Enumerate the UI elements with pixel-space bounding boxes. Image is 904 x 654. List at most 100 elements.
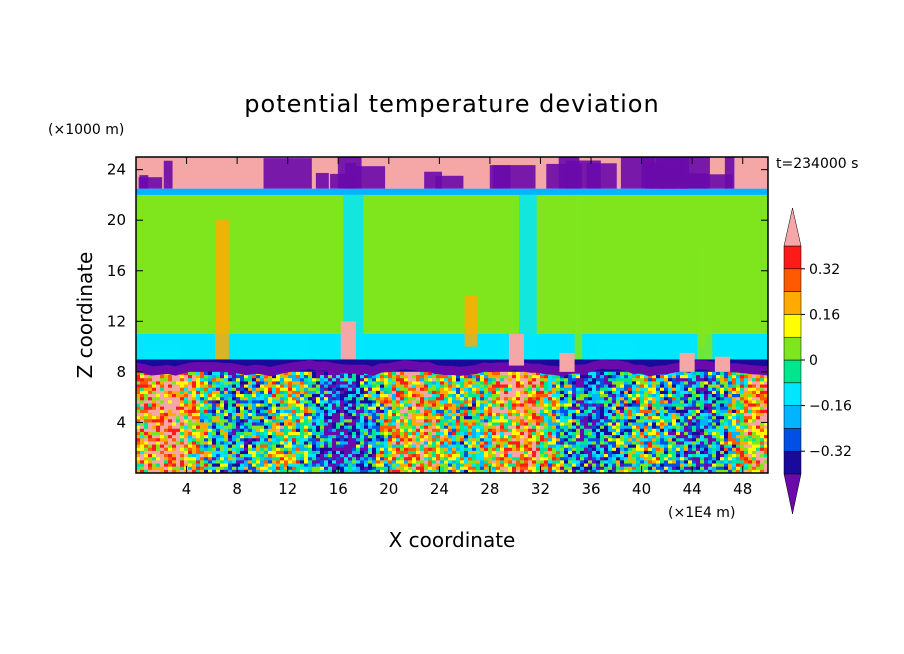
heatmap-cell [684,394,689,398]
heatmap-cell [480,469,485,473]
heatmap-cell [352,390,357,395]
heatmap-cell [616,457,621,461]
heatmap-cell [172,457,177,461]
heatmap-cell [716,447,721,452]
heatmap-cell [588,371,593,376]
heatmap-cell [316,403,321,408]
heatmap-cell [748,400,753,405]
heatmap-cell [560,375,565,379]
heatmap-cell [712,441,717,446]
heatmap-cell [208,431,213,436]
heatmap-cell [364,381,369,386]
heatmap-cell [644,381,649,386]
heatmap-cell [428,403,433,408]
heatmap-cell [440,463,445,468]
heatmap-cell [696,419,701,424]
heatmap-cell [624,419,629,424]
heatmap-cell [364,431,369,436]
heatmap-cell [356,384,361,389]
heatmap-cell [512,460,517,465]
heatmap-cell [628,394,633,398]
heatmap-cell [576,463,581,468]
heatmap-cell [424,428,429,433]
heatmap-cell [360,375,365,379]
heatmap-cell [424,406,429,411]
heatmap-cell [636,438,641,442]
heatmap-cell [328,469,333,473]
heatmap-cell [332,378,337,382]
heatmap-cell [756,425,761,430]
heatmap-cell [344,463,349,468]
heatmap-cell [516,409,521,414]
heatmap-cell [396,460,401,465]
heatmap-cell [240,384,245,389]
heatmap-cell [680,422,685,427]
heatmap-cell [160,412,165,417]
heatmap-cell [268,435,273,439]
heatmap-cell [732,431,737,436]
heatmap-cell [172,447,177,452]
heatmap-cell [256,438,261,442]
heatmap-cell [536,441,541,446]
heatmap-cell [288,371,293,376]
heatmap-cell [156,457,161,461]
heatmap-cell [720,416,725,420]
heatmap-cell [716,419,721,424]
heatmap-cell [312,397,317,401]
heatmap-cell [696,412,701,417]
heatmap-cell [392,381,397,386]
heatmap-cell [468,406,473,411]
heatmap-cell [244,454,249,458]
heatmap-cell [420,419,425,424]
heatmap-cell [312,441,317,446]
heatmap-cell [216,381,221,386]
heatmap-cell [260,387,265,392]
heatmap-cell [432,371,437,376]
heatmap-cell [312,454,317,458]
heatmap-cell [340,406,345,411]
heatmap-cell [148,419,153,424]
heatmap-cell [448,460,453,465]
heatmap-cell [416,438,421,442]
heatmap-cell [264,394,269,398]
heatmap-cell [276,441,281,446]
heatmap-cell [284,422,289,427]
heatmap-cell [512,447,517,452]
heatmap-cell [552,400,557,405]
heatmap-cell [216,463,221,468]
heatmap-cell [328,428,333,433]
heatmap-cell [740,390,745,395]
heatmap-cell [252,390,257,395]
heatmap-cell [616,390,621,395]
heatmap-cell [600,428,605,433]
heatmap-cell [560,428,565,433]
heatmap-cell [252,444,257,449]
heatmap-cell [360,441,365,446]
heatmap-cell [340,412,345,417]
heatmap-cell [636,444,641,449]
heatmap-cell [732,444,737,449]
heatmap-cell [560,381,565,386]
heatmap-cell [188,457,193,461]
heatmap-cell [340,425,345,430]
heatmap-cell [420,428,425,433]
heatmap-cell [228,447,233,452]
heatmap-cell [456,447,461,452]
heatmap-cell [332,466,337,471]
heatmap-cell [208,438,213,442]
heatmap-cell [508,450,513,455]
heatmap-cell [344,450,349,455]
heatmap-cell [524,466,529,471]
heatmap-cell [264,400,269,405]
heatmap-cell [700,450,705,455]
heatmap-cell [316,431,321,436]
heatmap-cell [508,400,513,405]
heatmap-cell [148,375,153,379]
heatmap-cell [704,403,709,408]
heatmap-cell [268,460,273,465]
heatmap-cell [244,381,249,386]
heatmap-cell [340,466,345,471]
heatmap-cell [560,438,565,442]
heatmap-cell [148,406,153,411]
heatmap-cell [484,416,489,420]
